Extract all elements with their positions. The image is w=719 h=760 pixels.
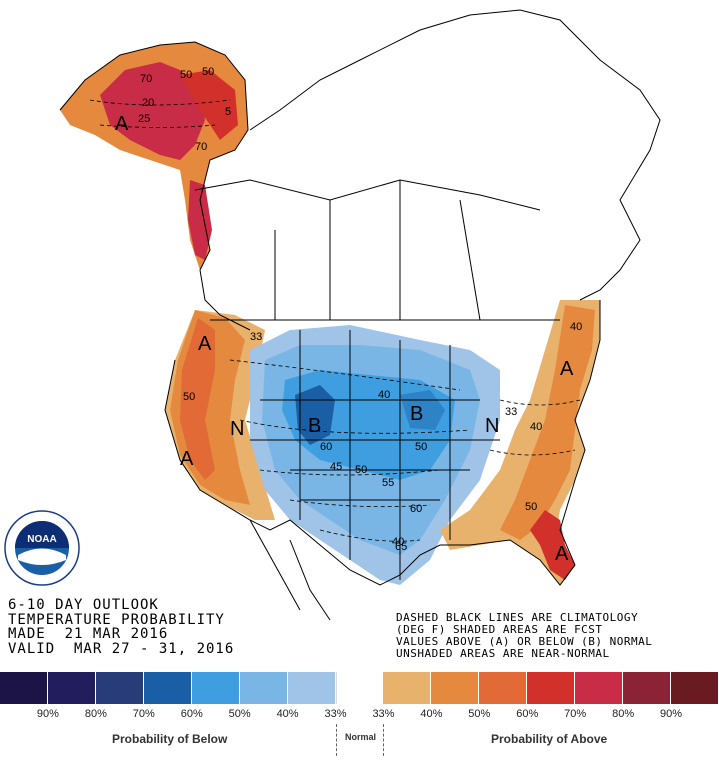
legend-percent-label: 70%	[132, 708, 155, 720]
legend-percent-label: 40%	[276, 708, 299, 720]
note-line: (DEG F) SHADED AREAS ARE FCST	[396, 623, 603, 636]
legend-swatch	[335, 672, 384, 704]
legend-percent-label: 80%	[612, 708, 635, 720]
legend-percent-label: 80%	[84, 708, 107, 720]
contour-label: 5	[225, 106, 231, 118]
west-above-shading	[165, 310, 275, 520]
east-above-shading	[440, 300, 600, 585]
legend-swatch	[431, 672, 480, 704]
contour-label: 55	[382, 477, 394, 489]
legend-swatch	[95, 672, 144, 704]
legend-percent-label: 90%	[660, 708, 683, 720]
alaska-above-shading	[60, 42, 248, 270]
contour-label: 70	[140, 73, 152, 85]
legend-swatch	[383, 672, 432, 704]
outlook-title: 6-10 DAY OUTLOOK	[8, 597, 159, 613]
outlook-subtitle: TEMPERATURE PROBABILITY	[8, 611, 225, 628]
west-normal-label: N	[230, 418, 244, 440]
west-above-label-2: A	[180, 448, 194, 470]
legend-swatch	[623, 672, 672, 704]
contour-label: 50	[183, 391, 195, 403]
legend-percent-label: 60%	[180, 708, 203, 720]
central-below-label-2: B	[410, 403, 423, 425]
central-below-label-1: B	[308, 415, 321, 437]
contour-label: 65	[395, 541, 407, 553]
east-normal-label: N	[485, 415, 499, 437]
west-above-label-1: A	[198, 333, 212, 355]
noaa-logo: NOAA	[4, 510, 80, 586]
contour-label: 70	[195, 141, 207, 153]
below-caption: Probability of Below	[112, 732, 228, 746]
legend-percent-label: 90%	[36, 708, 59, 720]
normal-caption: Normal	[345, 732, 377, 742]
map-notes: DASHED BLACK LINES ARE CLIMATOLOGY (DEG …	[396, 612, 652, 660]
legend-percent-label: 70%	[564, 708, 587, 720]
legend-percent-label: 60%	[516, 708, 539, 720]
contour-label: 50	[180, 69, 192, 81]
legend-swatch	[143, 672, 192, 704]
contour-label: 50	[415, 441, 427, 453]
legend-percent-label: 33%	[372, 708, 395, 720]
outlook-valid-dates: VALID MAR 27 - 31, 2016	[8, 640, 235, 657]
florida-above-label: A	[555, 543, 569, 565]
climatology-lines	[89, 99, 581, 542]
contour-label: 45	[330, 461, 342, 473]
contour-label: 50	[202, 66, 214, 78]
legend-percent-label: 40%	[420, 708, 443, 720]
legend-swatch	[575, 672, 624, 704]
contour-label: 40	[570, 321, 582, 333]
legend-swatch	[671, 672, 719, 704]
outlook-map: A A A N B B N A A 50 50 70 70 20 25 5 33…	[59, 9, 661, 621]
contour-label: 50	[525, 501, 537, 513]
contour-label: 25	[138, 113, 150, 125]
central-below-shading	[250, 325, 500, 585]
legend-swatch	[191, 672, 240, 704]
above-caption: Probability of Above	[491, 732, 608, 746]
country-borders	[59, 9, 661, 621]
probability-legend: 90% 80% 70% 60% 50% 40% 33% 33% 40% 50% 60% 70% 80% 9…	[0, 672, 719, 760]
legend-percent-label: 33%	[324, 708, 347, 720]
contour-label: 60	[320, 441, 332, 453]
contour-label: 33	[250, 331, 262, 343]
legend-swatch	[0, 672, 48, 704]
note-line: VALUES ABOVE (A) OR BELOW (B) NORMAL	[396, 635, 653, 648]
outlook-title-block: 6-10 DAY OUTLOOK TEMPERATURE PROBABILITY…	[8, 598, 234, 656]
contour-label: 40	[530, 421, 542, 433]
legend-swatch	[527, 672, 576, 704]
legend-percent-label: 50%	[228, 708, 251, 720]
alaska-above-label: A	[115, 113, 129, 135]
normal-divider-right	[383, 724, 384, 756]
contour-label: 33	[505, 406, 517, 418]
contour-label: 40	[378, 389, 390, 401]
noaa-logo-text: NOAA	[27, 534, 56, 545]
legend-percent-label: 50%	[468, 708, 491, 720]
east-above-label: A	[560, 358, 574, 380]
legend-swatch	[47, 672, 96, 704]
normal-divider-left	[336, 724, 337, 756]
contour-label: 50	[355, 464, 367, 476]
outlook-made-date: MADE 21 MAR 2016	[8, 626, 169, 642]
contour-label: 60	[410, 503, 422, 515]
legend-swatch	[239, 672, 288, 704]
legend-swatch	[479, 672, 528, 704]
contour-label: 40	[392, 536, 404, 548]
contour-label: 20	[142, 97, 154, 109]
legend-swatch	[287, 672, 336, 704]
note-line: UNSHADED AREAS ARE NEAR-NORMAL	[396, 647, 610, 660]
note-line: DASHED BLACK LINES ARE CLIMATOLOGY	[396, 611, 639, 624]
